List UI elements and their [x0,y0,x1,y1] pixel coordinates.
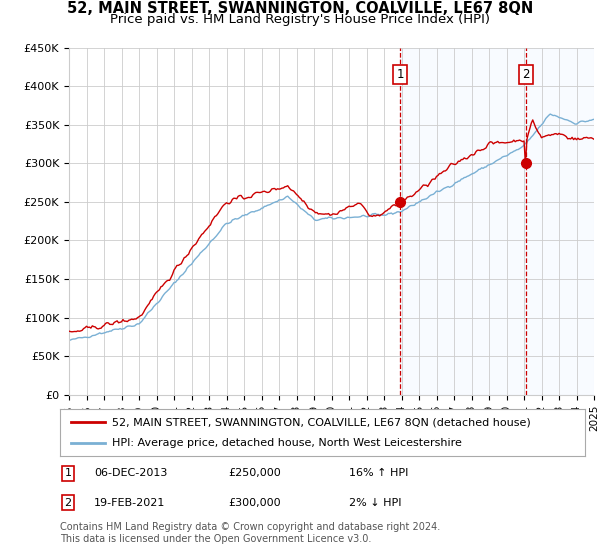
Text: HPI: Average price, detached house, North West Leicestershire: HPI: Average price, detached house, Nort… [113,438,463,448]
Text: 1: 1 [64,468,71,478]
Text: 52, MAIN STREET, SWANNINGTON, COALVILLE, LE67 8QN (detached house): 52, MAIN STREET, SWANNINGTON, COALVILLE,… [113,417,531,427]
Text: Contains HM Land Registry data © Crown copyright and database right 2024.
This d: Contains HM Land Registry data © Crown c… [60,522,440,544]
Text: 2: 2 [64,498,71,508]
Text: 2% ↓ HPI: 2% ↓ HPI [349,498,401,508]
Text: 19-FEB-2021: 19-FEB-2021 [94,498,166,508]
Text: 52, MAIN STREET, SWANNINGTON, COALVILLE, LE67 8QN: 52, MAIN STREET, SWANNINGTON, COALVILLE,… [67,1,533,16]
Text: £300,000: £300,000 [228,498,281,508]
Bar [400,48,594,395]
Text: Price paid vs. HM Land Registry's House Price Index (HPI): Price paid vs. HM Land Registry's House … [110,13,490,26]
Text: 16% ↑ HPI: 16% ↑ HPI [349,468,408,478]
Text: 2: 2 [523,68,530,81]
Text: 1: 1 [397,68,404,81]
Text: £250,000: £250,000 [228,468,281,478]
Text: 06-DEC-2013: 06-DEC-2013 [94,468,167,478]
